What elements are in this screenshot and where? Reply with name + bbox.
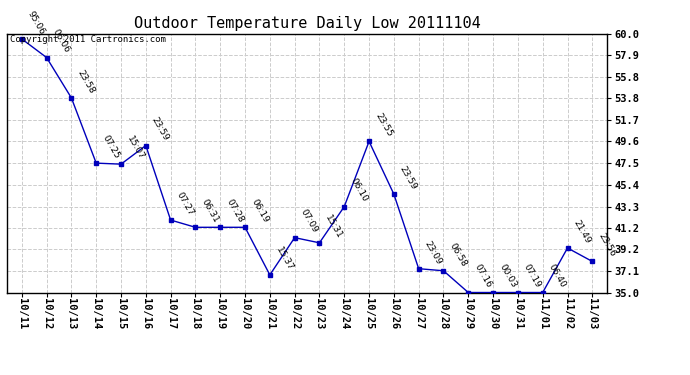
Text: 23:55: 23:55	[373, 112, 394, 139]
Title: Outdoor Temperature Daily Low 20111104: Outdoor Temperature Daily Low 20111104	[134, 16, 480, 31]
Text: 23:59: 23:59	[398, 165, 419, 191]
Text: 95:06: 95:06	[26, 9, 47, 36]
Text: 06:10: 06:10	[348, 177, 369, 204]
Text: 23:58: 23:58	[76, 68, 96, 95]
Text: 15:31: 15:31	[324, 213, 344, 240]
Text: 06:58: 06:58	[448, 241, 469, 268]
Text: 23:09: 23:09	[423, 239, 444, 266]
Text: 00:03: 00:03	[497, 263, 518, 290]
Text: 07:28: 07:28	[224, 198, 245, 225]
Text: 06:06: 06:06	[51, 28, 72, 55]
Text: 23:59: 23:59	[150, 116, 170, 143]
Text: 07:09: 07:09	[299, 208, 319, 235]
Text: 15:07: 15:07	[125, 135, 146, 161]
Text: 21:49: 21:49	[572, 219, 592, 245]
Text: 06:19: 06:19	[249, 198, 270, 225]
Text: 07:27: 07:27	[175, 190, 195, 217]
Text: 06:31: 06:31	[199, 198, 220, 225]
Text: 06:40: 06:40	[547, 263, 568, 290]
Text: Copyright 2011 Cartronics.com: Copyright 2011 Cartronics.com	[10, 35, 166, 44]
Text: 23:56: 23:56	[596, 232, 617, 259]
Text: 07:25: 07:25	[100, 134, 121, 160]
Text: 07:16: 07:16	[473, 263, 493, 290]
Text: 15:37: 15:37	[274, 245, 295, 272]
Text: 07:19: 07:19	[522, 263, 543, 290]
